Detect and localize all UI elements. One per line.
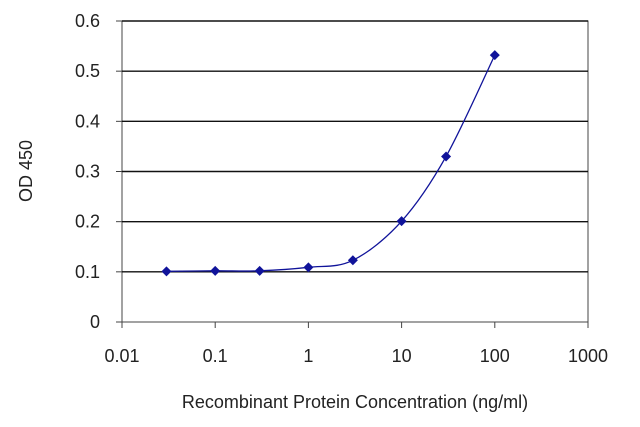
x-tick-label-3: 10 xyxy=(392,346,412,366)
x-tick-label-5: 1000 xyxy=(568,346,608,366)
series-layer xyxy=(161,50,500,277)
data-point-7 xyxy=(489,50,500,61)
y-tick-label-3: 0.3 xyxy=(75,162,100,182)
y-tick-label-0: 0 xyxy=(90,312,100,332)
x-tick-label-4: 100 xyxy=(480,346,510,366)
y-tick-label-4: 0.4 xyxy=(75,111,100,131)
y-tick-labels: 0 0.1 0.2 0.3 0.4 0.5 0.6 xyxy=(75,11,100,332)
y-tick-label-5: 0.5 xyxy=(75,61,100,81)
y-tick-label-2: 0.2 xyxy=(75,212,100,232)
x-axis-title: Recombinant Protein Concentration (ng/ml… xyxy=(182,392,528,412)
data-point-2 xyxy=(254,265,265,276)
data-point-0 xyxy=(161,266,172,277)
x-tick-label-2: 1 xyxy=(303,346,313,366)
data-point-4 xyxy=(347,255,358,266)
data-point-3 xyxy=(303,262,314,273)
y-axis-title: OD 450 xyxy=(16,140,36,202)
y-tick-label-6: 0.6 xyxy=(75,11,100,31)
x-tick-label-1: 0.1 xyxy=(203,346,228,366)
data-point-6 xyxy=(441,151,452,162)
data-point-5 xyxy=(396,216,407,227)
grid-lines xyxy=(116,20,589,328)
x-tick-label-0: 0.01 xyxy=(104,346,139,366)
x-tick-labels: 0.01 0.1 1 10 100 1000 xyxy=(104,346,608,366)
data-point-1 xyxy=(210,265,221,276)
y-tick-label-1: 0.1 xyxy=(75,262,100,282)
